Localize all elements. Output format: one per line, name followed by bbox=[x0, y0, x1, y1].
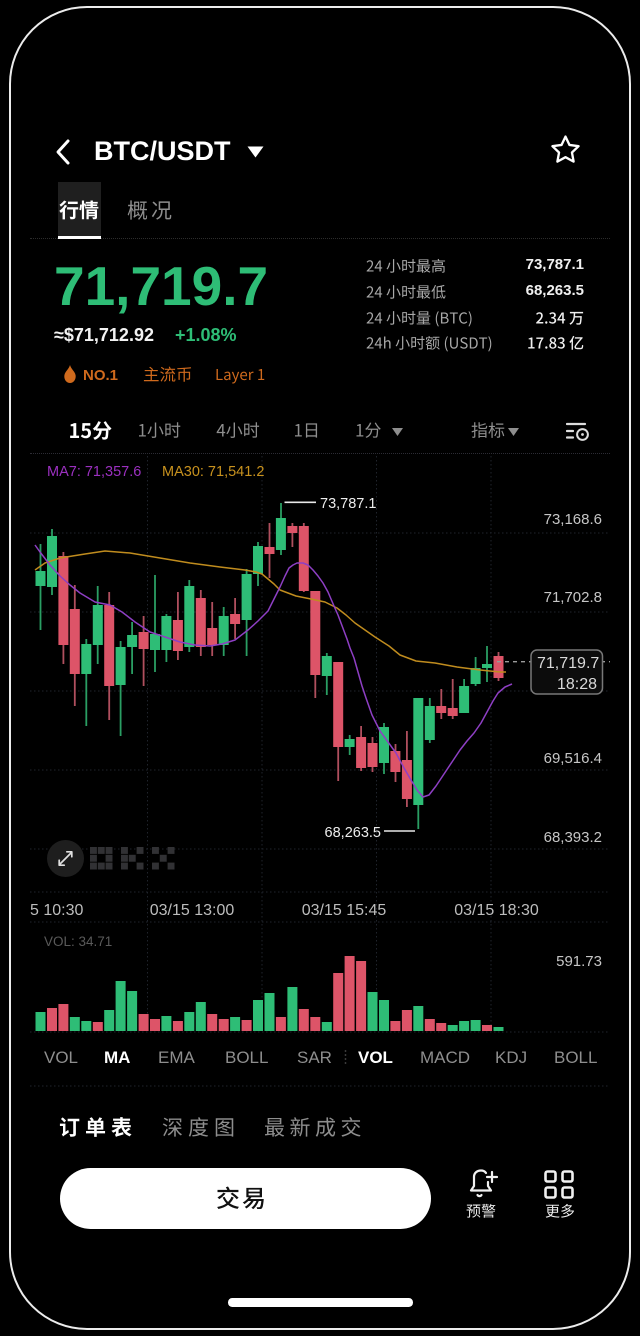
svg-text:73,787.1: 73,787.1 bbox=[320, 496, 376, 512]
svg-text:MA30: 71,541.2: MA30: 71,541.2 bbox=[162, 464, 264, 480]
svg-text:69,516.4: 69,516.4 bbox=[544, 750, 602, 767]
svg-text:71,719.7: 71,719.7 bbox=[537, 655, 599, 672]
svg-text:5 10:30: 5 10:30 bbox=[30, 902, 83, 919]
svg-text:591.73: 591.73 bbox=[556, 953, 602, 970]
svg-text:71,702.8: 71,702.8 bbox=[544, 589, 602, 606]
svg-text:VOL: 34.71: VOL: 34.71 bbox=[44, 934, 112, 949]
svg-text:18:28: 18:28 bbox=[557, 676, 597, 693]
svg-text:03/15 15:45: 03/15 15:45 bbox=[302, 902, 387, 919]
svg-text:68,263.5: 68,263.5 bbox=[325, 825, 381, 841]
svg-text:68,393.2: 68,393.2 bbox=[544, 829, 602, 846]
svg-text:03/15 18:30: 03/15 18:30 bbox=[454, 902, 539, 919]
svg-text:73,168.6: 73,168.6 bbox=[544, 511, 602, 528]
svg-text:MA7: 71,357.6: MA7: 71,357.6 bbox=[47, 464, 141, 480]
svg-text:03/15 13:00: 03/15 13:00 bbox=[150, 902, 235, 919]
